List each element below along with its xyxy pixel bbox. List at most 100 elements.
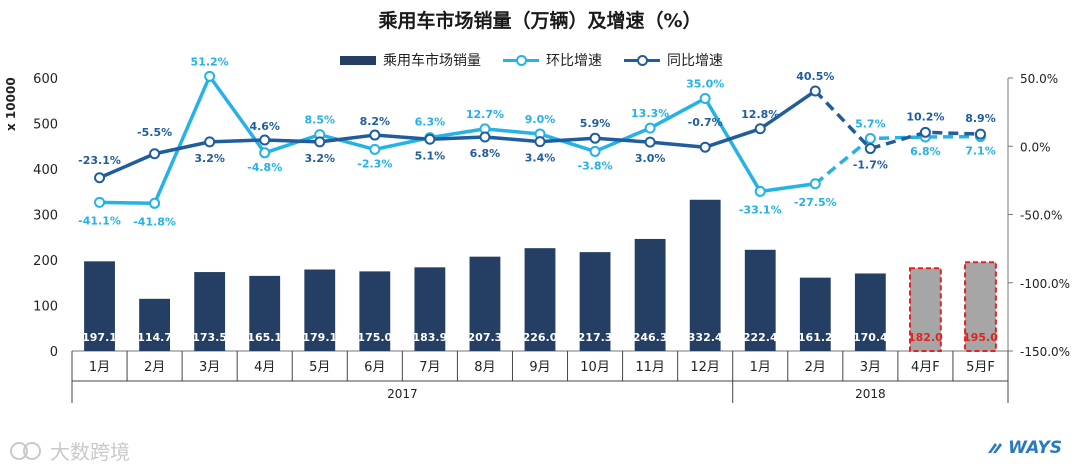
x-tick-label: 11月 xyxy=(635,360,665,375)
mom-data-label: 6.8% xyxy=(910,145,941,158)
mom-data-label: -4.8% xyxy=(247,161,282,174)
yoy-point xyxy=(479,131,491,143)
yoy-point xyxy=(369,129,381,141)
mom-data-label: 35.0% xyxy=(686,77,724,90)
bar-value-label: 165.1 xyxy=(247,331,282,344)
bar-value-label: 195.0 xyxy=(963,331,998,344)
x-tick-label: 4月F xyxy=(911,360,940,375)
mom-data-label: 9.0% xyxy=(525,113,556,126)
mom-data-label: -2.3% xyxy=(357,157,392,170)
yoy-data-label: -23.1% xyxy=(78,154,121,167)
watermark: 大数跨境 xyxy=(10,436,130,465)
y-right-tick-label: -50.0% xyxy=(1020,209,1062,223)
mom-point xyxy=(644,122,656,134)
mom-point xyxy=(699,92,711,104)
x-tick-label: 3月 xyxy=(860,360,881,375)
yoy-line-forecast xyxy=(814,89,981,151)
sales-bar xyxy=(854,273,886,351)
legend: 乘用车市场销量 环比增速 同比增速 xyxy=(340,50,723,70)
mom-point xyxy=(94,196,106,208)
yoy-point xyxy=(259,134,271,146)
bar-value-label: 182.0 xyxy=(908,331,943,344)
x-tick-label: 1月 xyxy=(750,360,771,375)
yoy-point xyxy=(974,128,986,140)
yoy-data-label: -0.7% xyxy=(688,116,723,129)
yoy-point xyxy=(204,136,216,148)
y-right-tick-label: -100.0% xyxy=(1020,277,1070,291)
mom-point xyxy=(204,70,216,82)
bar-value-label: 246.3 xyxy=(633,331,668,344)
yoy-data-label: 4.6% xyxy=(249,120,280,133)
bar-value-label: 175.0 xyxy=(357,331,392,344)
group-label: 2018 xyxy=(855,387,886,401)
yoy-data-label: 3.0% xyxy=(635,152,666,165)
mom-data-label: -33.1% xyxy=(739,203,782,216)
watermark-text: 大数跨境 xyxy=(50,440,130,464)
bar-value-label: 114.7 xyxy=(137,331,172,344)
y-left-tick-label: 400 xyxy=(33,163,58,178)
yoy-data-label: 8.9% xyxy=(965,112,996,125)
mom-data-label: -3.8% xyxy=(578,159,613,172)
brand-logo: WAYS xyxy=(986,438,1062,458)
yoy-data-label: 5.1% xyxy=(415,149,446,162)
sales-bar xyxy=(194,272,226,351)
yoy-point xyxy=(699,141,711,153)
sales-bar xyxy=(139,298,171,351)
bar-value-label: 207.3 xyxy=(468,331,503,344)
x-tick-label: 10月 xyxy=(580,360,610,375)
sales-bar xyxy=(249,275,281,351)
yoy-data-label: 12.8% xyxy=(741,108,779,121)
legend-label-sales: 乘用车市场销量 xyxy=(383,53,481,69)
mom-data-label: 12.7% xyxy=(466,108,504,121)
sales-bar xyxy=(84,261,115,351)
legend-label-yoy: 同比增速 xyxy=(667,53,723,69)
x-tick-label: 7月 xyxy=(419,360,440,375)
x-tick-label: 4月 xyxy=(254,360,275,375)
yoy-point xyxy=(314,136,326,148)
bar-value-label: 179.1 xyxy=(302,331,337,344)
mom-data-label: 7.1% xyxy=(965,145,996,158)
yoy-point xyxy=(589,132,601,144)
sales-bar xyxy=(524,248,556,351)
bar-value-label: 183.9 xyxy=(412,331,447,344)
brand-text: WAYS xyxy=(1008,438,1062,458)
sales-bar xyxy=(304,269,336,351)
mom-point xyxy=(149,197,161,209)
sales-bar xyxy=(579,252,611,351)
yoy-data-label: 3.2% xyxy=(194,152,225,165)
y-left-tick-label: 500 xyxy=(33,118,58,133)
x-tick-label: 6月 xyxy=(364,360,385,375)
sales-bar xyxy=(689,199,721,351)
yoy-point xyxy=(919,126,931,138)
sales-bar xyxy=(634,238,666,351)
x-tick-label: 2月 xyxy=(144,360,165,375)
mom-line-forecast xyxy=(814,134,981,186)
bar-value-label: 197.1 xyxy=(82,331,117,344)
yoy-point xyxy=(149,148,161,160)
sales-bar xyxy=(469,256,501,351)
bar-value-label: 222.4 xyxy=(743,331,778,344)
group-label: 2017 xyxy=(387,387,418,401)
x-tick-label: 9月 xyxy=(529,360,550,375)
mom-point xyxy=(864,132,876,144)
ways-logo-icon xyxy=(988,443,1003,453)
y-left-tick-label: 600 xyxy=(33,72,58,87)
x-tick-label: 3月 xyxy=(199,360,220,375)
x-tick-label: 12月 xyxy=(690,360,720,375)
bar-value-label: 173.5 xyxy=(192,331,227,344)
yoy-data-label: 10.2% xyxy=(906,110,944,123)
mom-point xyxy=(259,147,271,159)
forecast-bar xyxy=(964,261,997,352)
bar-value-label: 226.0 xyxy=(523,331,558,344)
mom-data-label: 8.5% xyxy=(305,114,336,127)
legend-swatch-sales xyxy=(340,55,376,65)
y-left-tick-label: 0 xyxy=(50,345,58,360)
yoy-point xyxy=(644,136,656,148)
yoy-point xyxy=(864,143,876,155)
yoy-data-label: 6.8% xyxy=(470,147,501,160)
sales-bar xyxy=(744,249,776,351)
mom-data-label: 51.2% xyxy=(191,55,229,68)
x-tick-label: 5月 xyxy=(309,360,330,375)
mom-data-label: -27.5% xyxy=(794,196,837,209)
